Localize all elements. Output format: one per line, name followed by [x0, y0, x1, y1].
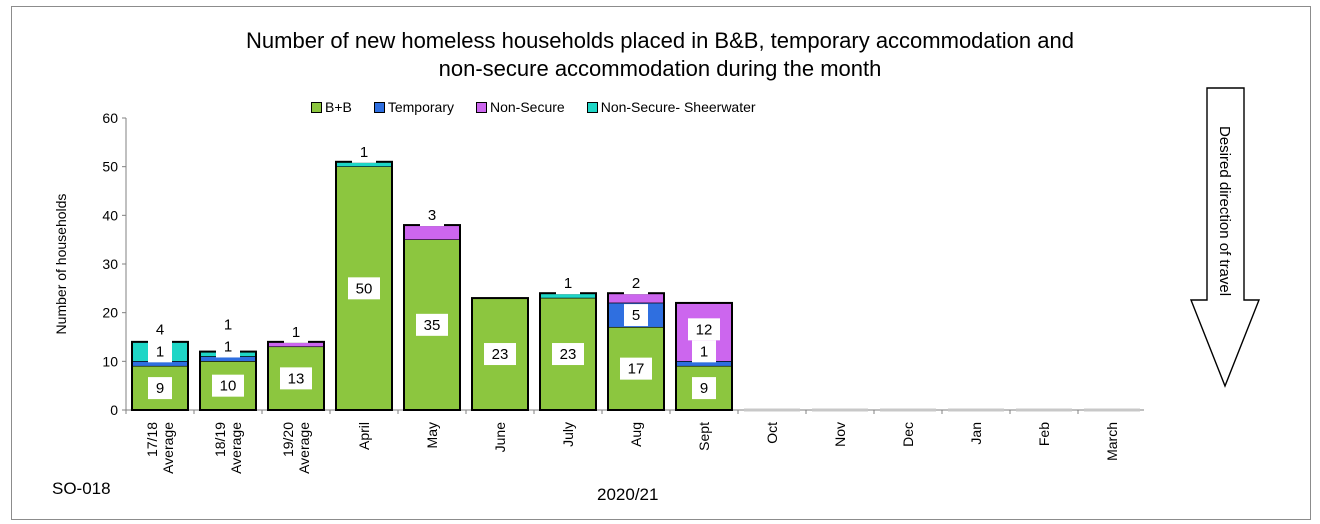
- data-label: 17: [628, 361, 645, 378]
- x-tick-label: Dec: [900, 422, 916, 447]
- chart-code: SO-018: [52, 479, 111, 499]
- data-label: 23: [492, 346, 509, 363]
- y-tick-label: 30: [102, 256, 118, 272]
- x-tick-label: March: [1104, 422, 1120, 461]
- x-tick-label: July: [560, 422, 576, 447]
- data-label: 1: [360, 144, 368, 161]
- data-label: 23: [560, 346, 577, 363]
- y-tick-label: 20: [102, 305, 118, 321]
- x-tick-label: Nov: [832, 422, 848, 447]
- x-tick-label: Feb: [1036, 422, 1052, 446]
- x-tick-label: Average: [160, 422, 176, 474]
- data-label: 1: [156, 343, 164, 360]
- x-tick-label: Oct: [764, 422, 780, 444]
- x-axis-title: 2020/21: [597, 485, 658, 505]
- data-label: 9: [700, 380, 708, 397]
- data-label: 3: [428, 207, 436, 224]
- x-tick-label: Average: [228, 422, 244, 474]
- data-label: 10: [220, 378, 237, 395]
- bar-segment: [404, 225, 460, 240]
- y-tick-label: 0: [110, 402, 118, 418]
- x-tick-label: Sept: [696, 422, 712, 451]
- data-label: 1: [564, 275, 572, 292]
- data-label: 4: [156, 321, 164, 338]
- data-label: 9: [156, 380, 164, 397]
- y-tick-label: 50: [102, 159, 118, 175]
- x-tick-label: June: [492, 422, 508, 453]
- direction-label: Desired direction of travel: [1216, 126, 1233, 296]
- x-tick-label: Average: [296, 422, 312, 474]
- x-tick-label: Jan: [968, 422, 984, 445]
- data-label: 1: [224, 316, 232, 333]
- data-label: 1: [224, 338, 232, 355]
- y-tick-label: 60: [102, 110, 118, 126]
- data-label: 2: [632, 275, 640, 292]
- data-label: 12: [696, 321, 713, 338]
- data-label: 1: [292, 324, 300, 341]
- y-tick-label: 10: [102, 353, 118, 369]
- x-tick-label: 18/19: [212, 422, 228, 457]
- x-tick-label: 19/20: [280, 422, 296, 457]
- x-tick-label: Aug: [628, 422, 644, 447]
- x-tick-label: April: [356, 422, 372, 450]
- y-tick-label: 40: [102, 207, 118, 223]
- data-label: 50: [356, 280, 373, 297]
- x-tick-label: 17/18: [144, 422, 160, 457]
- data-label: 35: [424, 317, 441, 334]
- bar-segment: [608, 293, 664, 303]
- y-axis-title: Number of households: [53, 194, 69, 335]
- data-label: 5: [632, 307, 640, 324]
- data-label: 13: [288, 370, 305, 387]
- x-tick-label: May: [424, 422, 440, 448]
- data-label: 1: [700, 343, 708, 360]
